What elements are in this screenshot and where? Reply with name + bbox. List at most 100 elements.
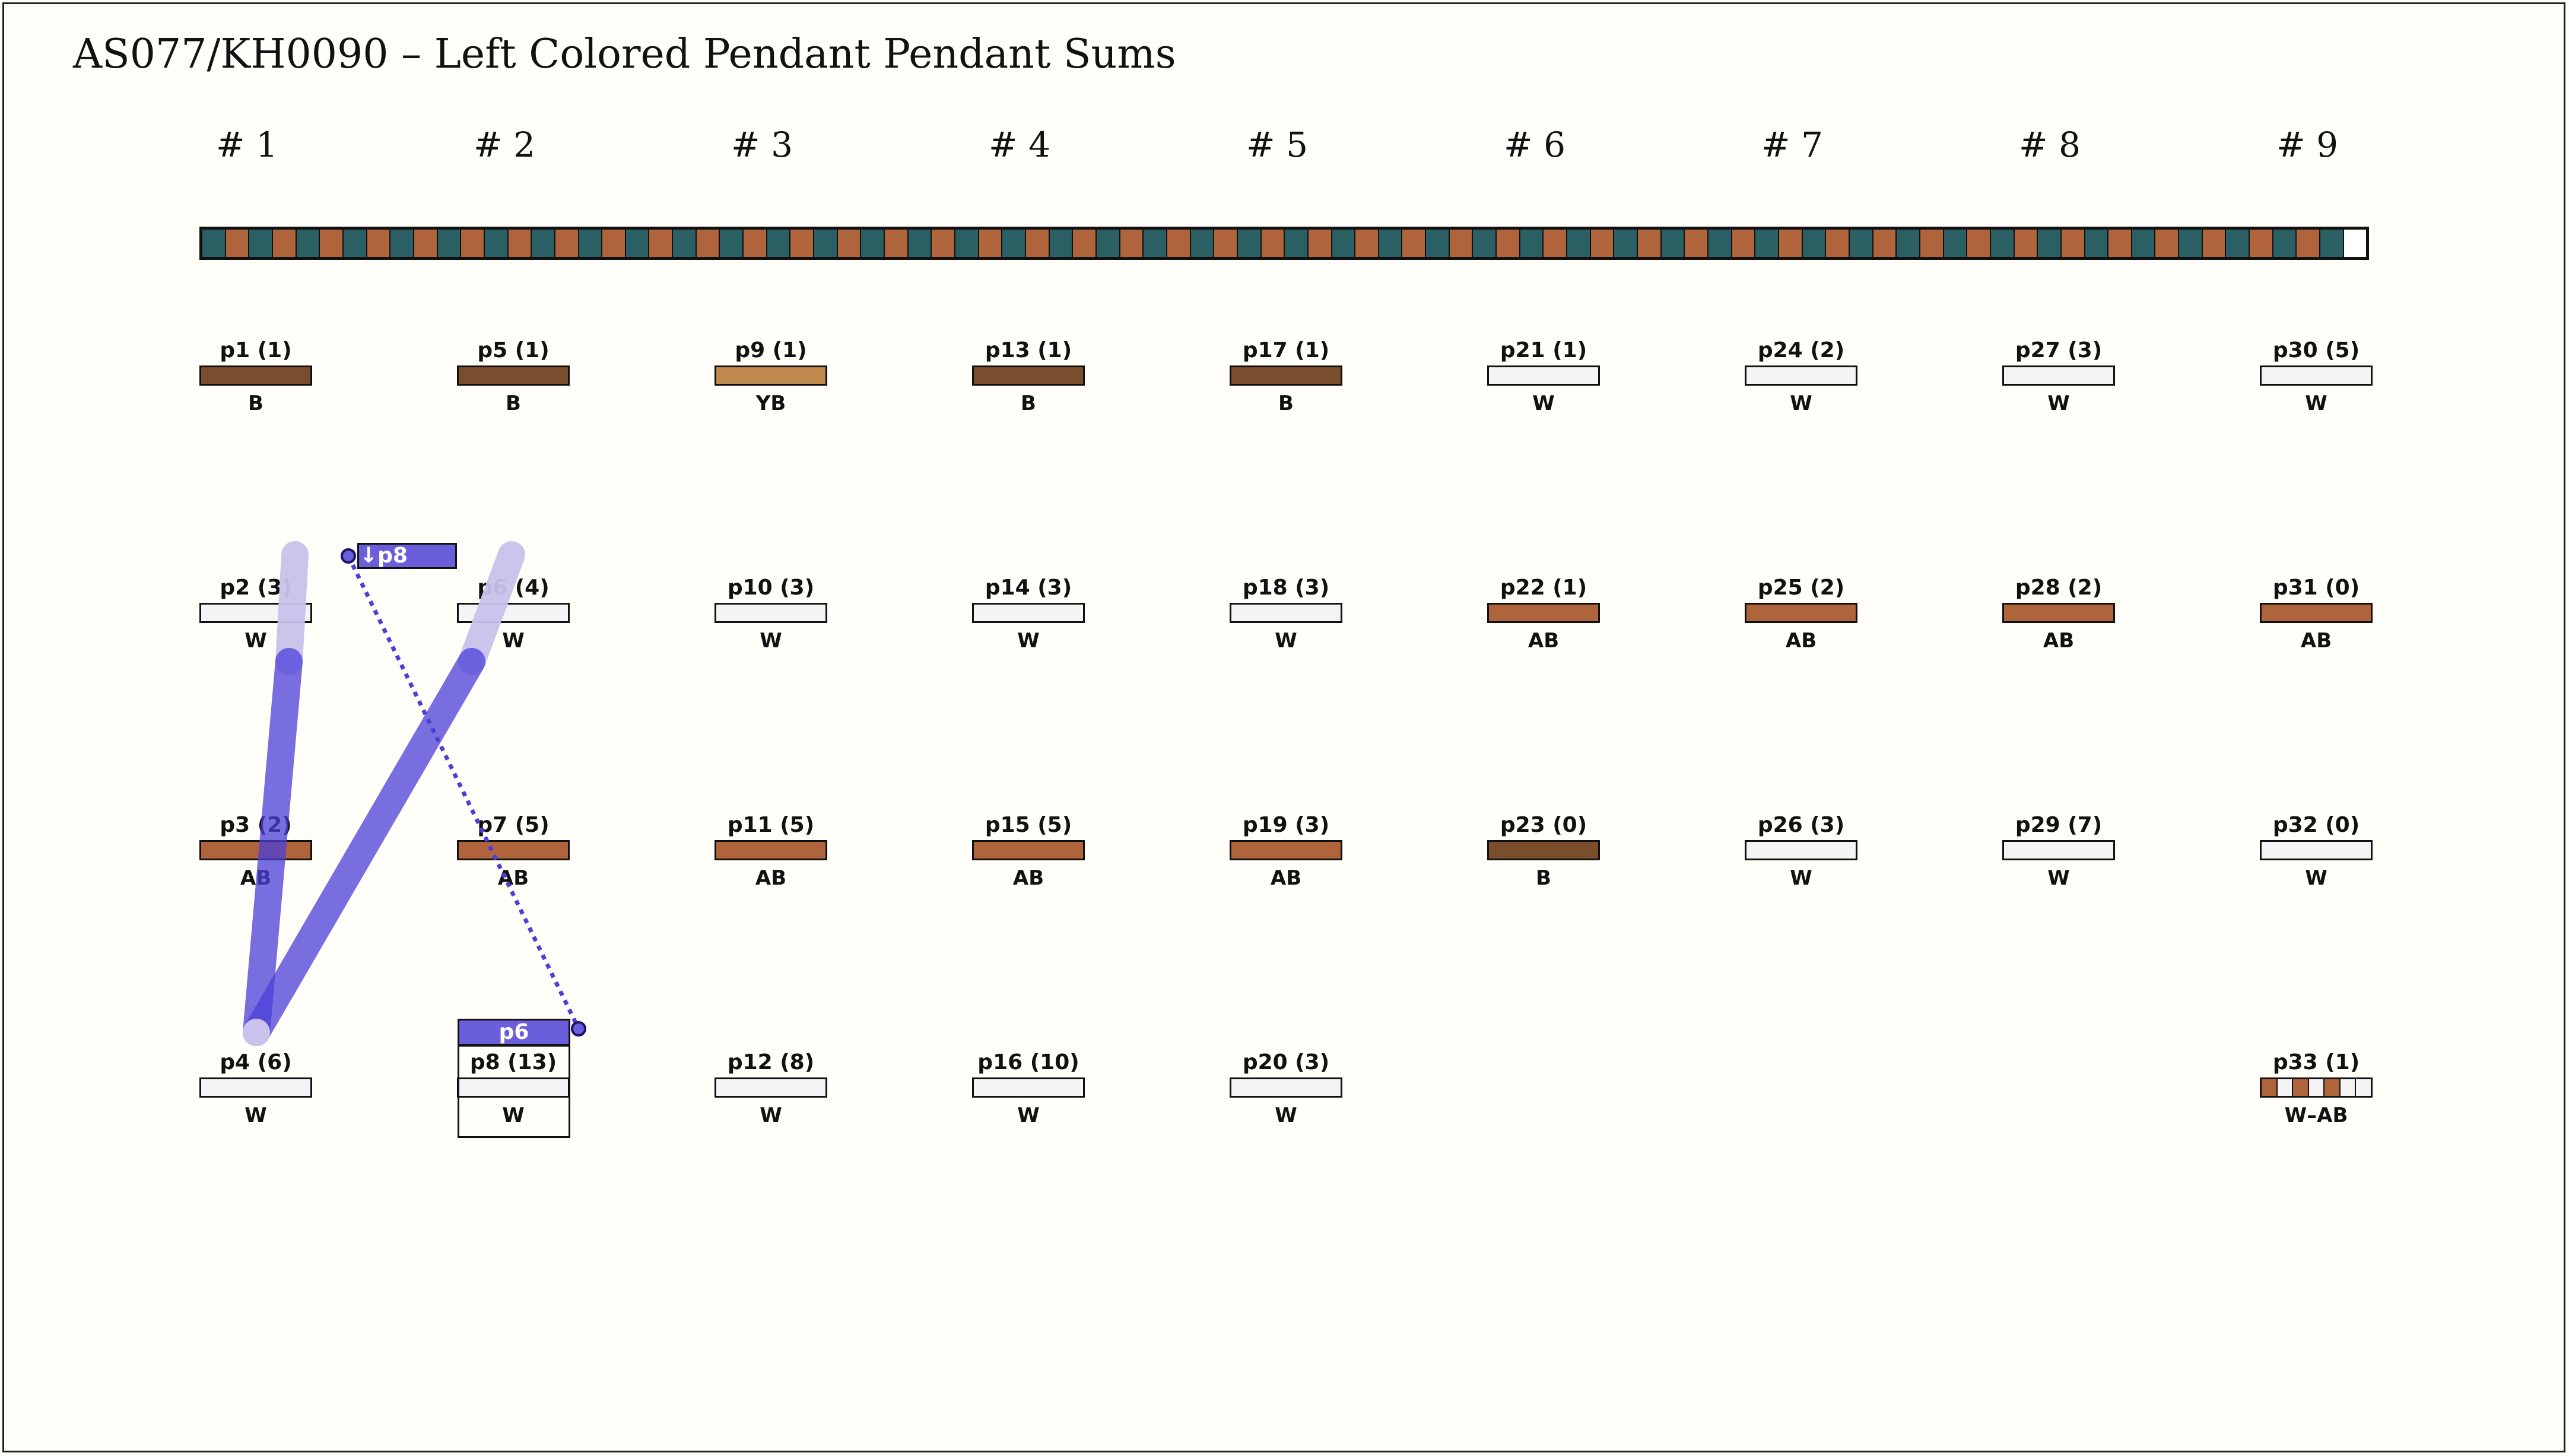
primary-cord-segment — [437, 230, 462, 257]
pendant-label: p13 (1) — [985, 338, 1072, 363]
primary-cord-segment — [1144, 230, 1167, 257]
pendant-color-code: B — [1278, 392, 1294, 415]
pendant-color-code: AB — [1012, 866, 1044, 890]
pendant-label: p26 (3) — [1757, 813, 1845, 837]
pendant-color-code: W — [2305, 866, 2327, 890]
pendant-label: p10 (3) — [727, 576, 815, 600]
primary-cord-segment — [2085, 230, 2109, 257]
primary-cord-segment — [955, 230, 979, 257]
pendant-color-segment — [2340, 1079, 2357, 1096]
primary-cord-segment — [2038, 230, 2062, 257]
pendant-color-code: B — [248, 392, 263, 415]
primary-cord-segment — [1049, 230, 1074, 257]
primary-cord-segment — [461, 230, 485, 257]
sum-link-start-dot — [341, 548, 356, 564]
primary-cord-segment — [602, 230, 626, 257]
pendant-color-segment — [716, 842, 825, 859]
pendant-color-segment — [1746, 605, 1856, 621]
primary-cord-segment — [673, 230, 697, 257]
pendant-color-code: B — [506, 392, 521, 415]
primary-cord-segment — [1967, 230, 1991, 257]
primary-cord-segment — [2179, 230, 2203, 257]
pendant-color-bar — [715, 365, 827, 386]
pendant-color-code: AB — [1270, 866, 1302, 890]
primary-cord-segment — [696, 230, 720, 257]
pendant-color-code: W — [1275, 1104, 1297, 1127]
pendant-color-bar — [457, 1077, 570, 1098]
pendant-color-code: AB — [2300, 629, 2332, 653]
pendant-color-code: W — [502, 1104, 525, 1127]
pendant-color-bar — [972, 365, 1085, 386]
primary-cord-segment — [1873, 230, 1897, 257]
pendant-color-bar — [1487, 365, 1600, 386]
primary-cord-segment — [390, 230, 414, 257]
pendant-label: p28 (2) — [2015, 576, 2103, 600]
primary-cord-segment — [1755, 230, 1779, 257]
sum-arrow-box — [357, 543, 457, 569]
pendant-color-bar — [199, 365, 312, 386]
pendant-color-code: B — [1021, 392, 1036, 415]
pendant-label: p22 (1) — [1500, 576, 1587, 600]
pendant-label: p9 (1) — [735, 338, 807, 363]
pendant-color-segment — [2308, 1079, 2325, 1096]
primary-cord-segment — [1449, 230, 1474, 257]
group-label: # 5 — [1246, 125, 1308, 165]
pendant-color-bar — [972, 840, 1085, 860]
pendant-label: p33 (1) — [2272, 1050, 2360, 1074]
pendant-color-segment — [2262, 1079, 2278, 1096]
pendant-color-code: W — [2305, 392, 2327, 415]
primary-cord-segment — [861, 230, 885, 257]
primary-cord-segment — [837, 230, 862, 257]
primary-cord-segment — [367, 230, 391, 257]
pendant-color-code: AB — [2043, 629, 2075, 653]
pendant-label: p31 (0) — [2272, 576, 2360, 600]
primary-cord-segment — [1920, 230, 1944, 257]
pendant-color-bar — [1230, 1077, 1342, 1098]
pendant-color-segment — [459, 842, 568, 859]
pendant-color-bar — [199, 840, 312, 860]
primary-cord-segment — [1237, 230, 1262, 257]
group-label: # 4 — [989, 125, 1050, 165]
pendant-color-segment — [2004, 842, 2113, 859]
primary-cord-segment — [1614, 230, 1638, 257]
primary-cord-segment — [1709, 230, 1732, 257]
pendant-label: p30 (5) — [2272, 338, 2360, 363]
pendant-color-code: W — [1017, 629, 1040, 653]
pendant-label: p16 (10) — [977, 1050, 1079, 1074]
pendant-color-bar — [715, 603, 827, 623]
pendant-color-code: W — [502, 629, 525, 653]
pendant-color-bar — [972, 603, 1085, 623]
primary-cord-segment — [1402, 230, 1427, 257]
primary-cord-segment — [908, 230, 932, 257]
pendant-color-segment — [1489, 605, 1598, 621]
pendant-label: p1 (1) — [220, 338, 292, 363]
primary-cord-segment — [1214, 230, 1238, 257]
primary-cord-segment — [249, 230, 273, 257]
primary-cord-segment — [2273, 230, 2297, 257]
primary-cord-segment — [1567, 230, 1591, 257]
pendant-color-bar — [457, 840, 570, 860]
sum-target-label: p6 — [498, 1020, 529, 1044]
pendant-color-code: W — [1275, 629, 1297, 653]
pendant-color-segment — [459, 367, 568, 384]
primary-cord-segment — [579, 230, 603, 257]
primary-cord-segment — [790, 230, 815, 257]
pendant-color-code: W — [2047, 392, 2070, 415]
pendant-color-bar — [1745, 840, 1857, 860]
pendant-color-bar — [457, 365, 570, 386]
pendant-color-code: YB — [755, 392, 786, 415]
primary-cord-segment — [1473, 230, 1497, 257]
p8-value-box — [458, 1045, 570, 1138]
pendant-color-code: W — [760, 1104, 782, 1127]
pendant-label: p8 (13) — [469, 1050, 557, 1074]
pendant-color-segment — [2262, 367, 2371, 384]
pendant-color-bar — [2260, 603, 2373, 623]
pendant-color-bar — [1230, 365, 1342, 386]
group-label: # 3 — [731, 125, 793, 165]
primary-cord-segment — [414, 230, 438, 257]
group-label: # 2 — [474, 125, 535, 165]
primary-cord-segment — [1849, 230, 1873, 257]
sum-link-p6-p4 — [243, 648, 485, 1046]
group-label: # 8 — [2019, 125, 2081, 165]
